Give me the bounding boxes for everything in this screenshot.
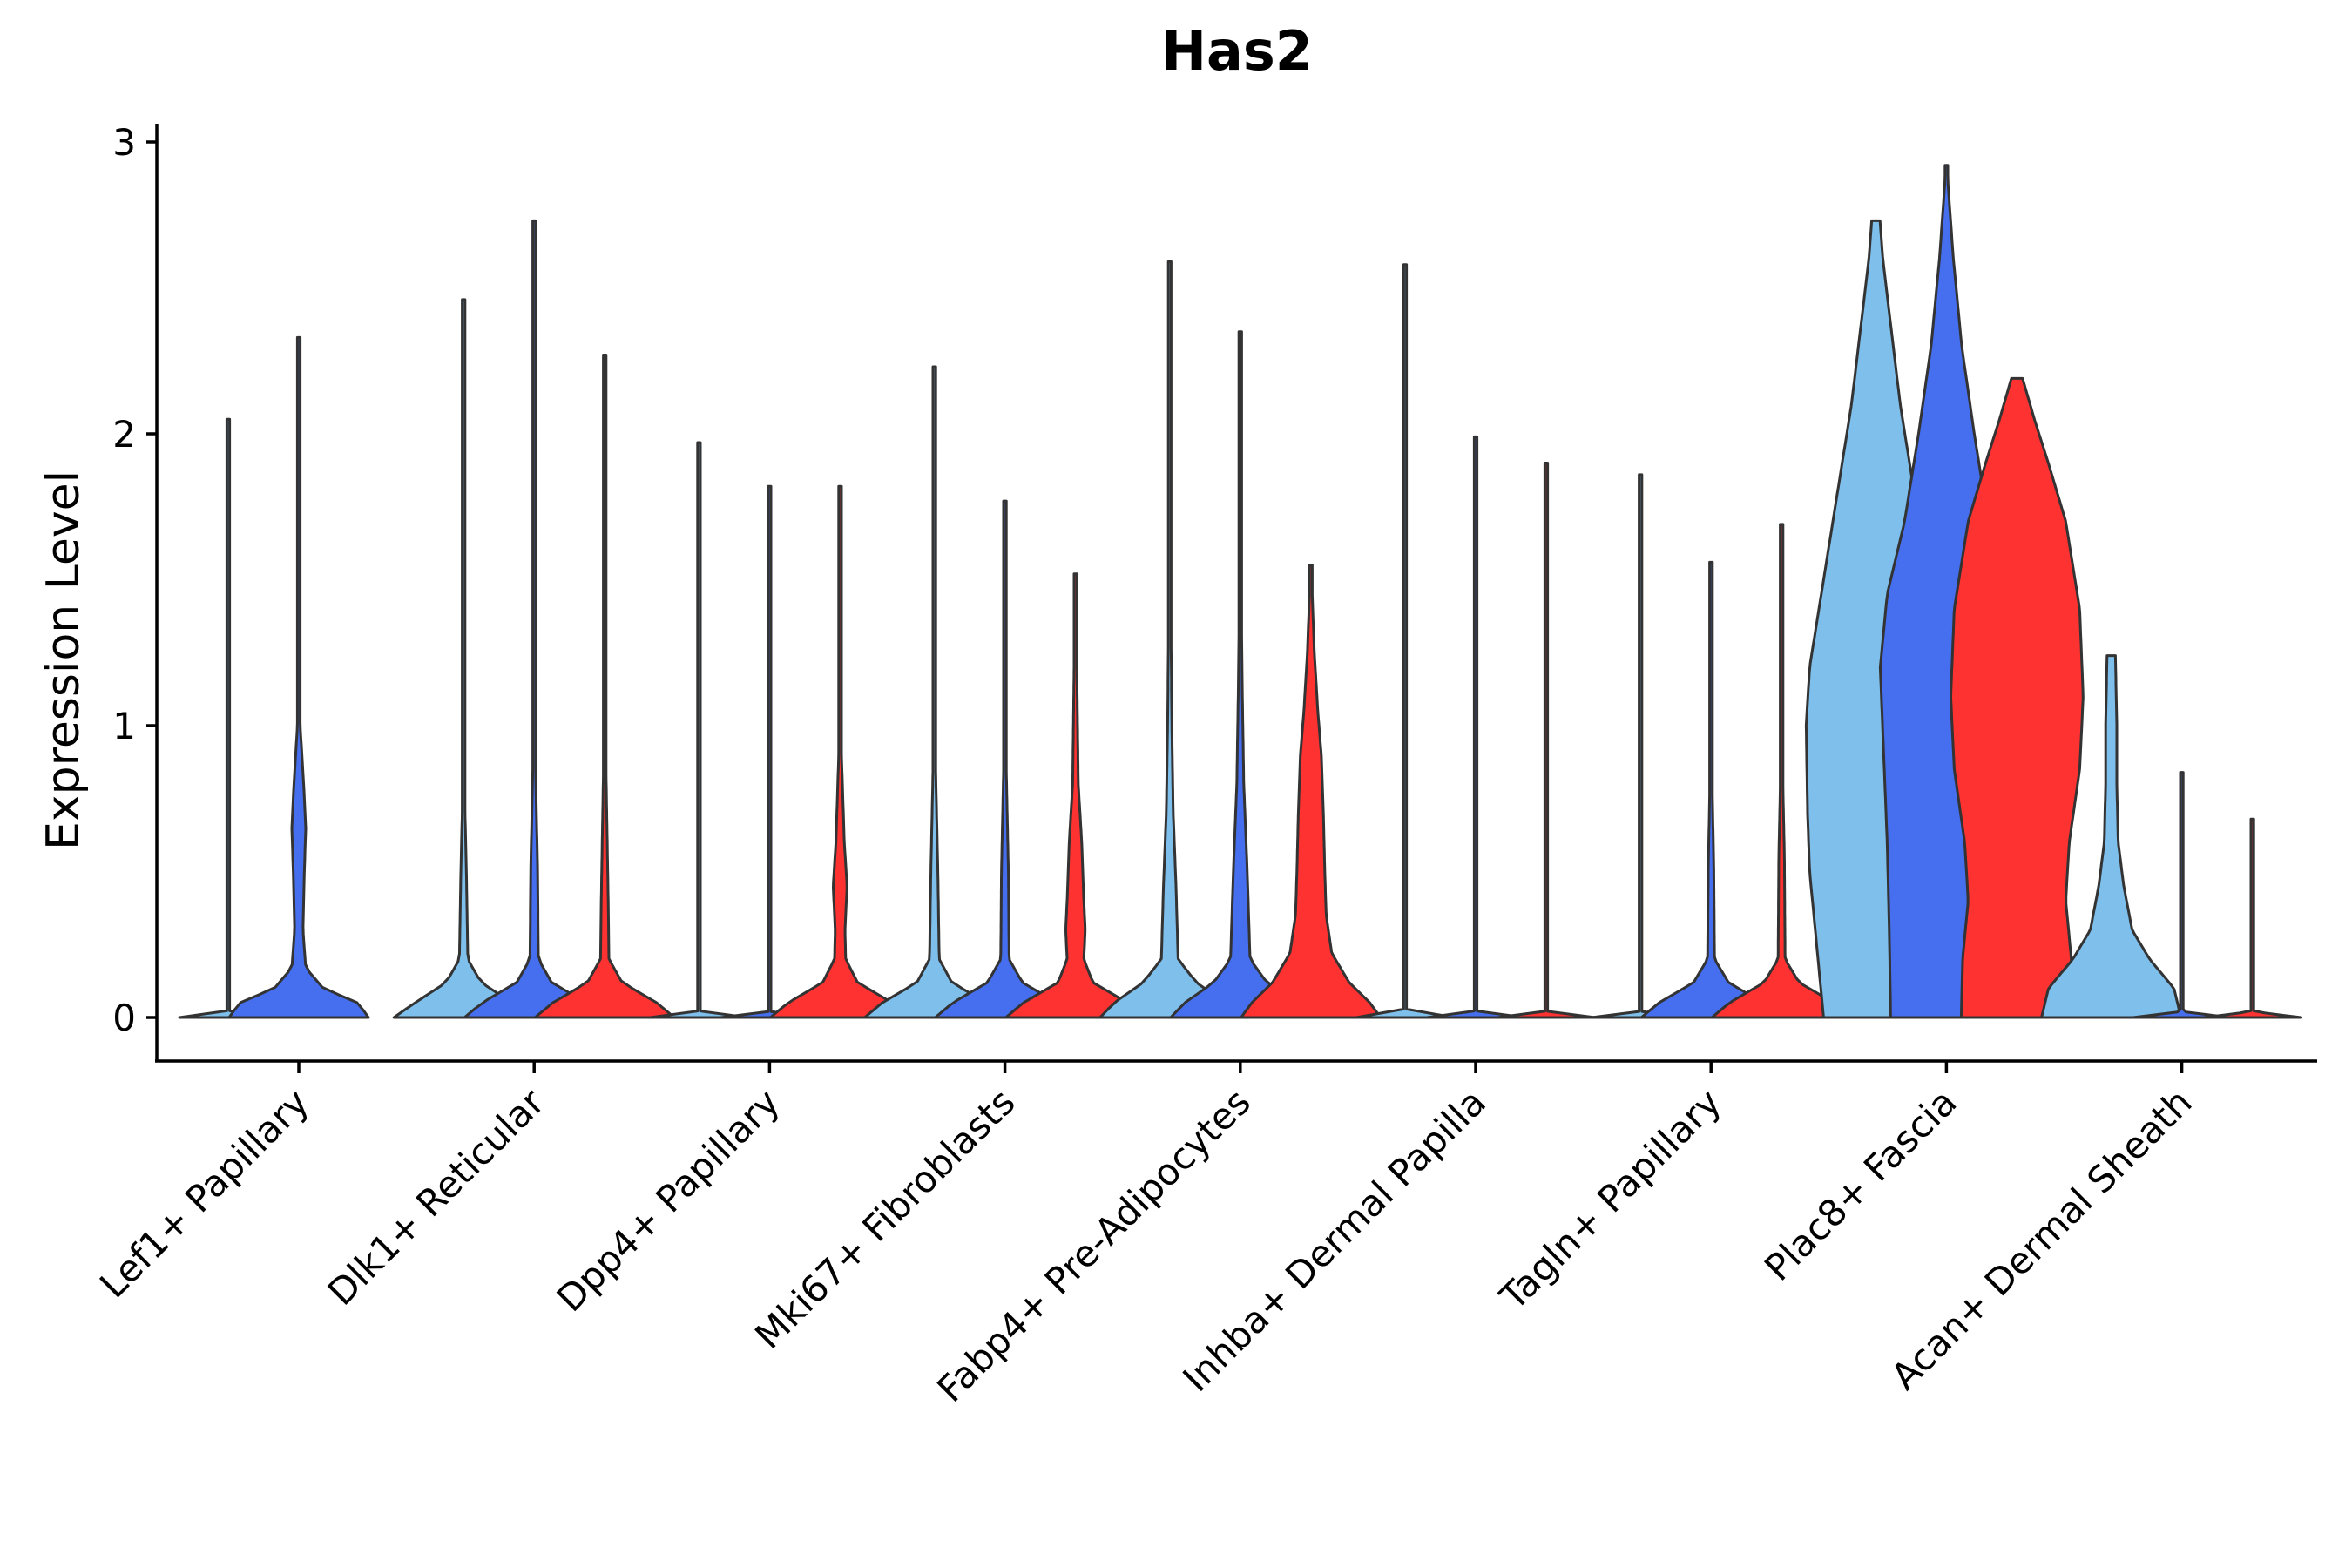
x-tick-label: Plac8+ Fascia: [1756, 1080, 1964, 1288]
violin-medium: [2132, 771, 2233, 1019]
violin-medium: [1425, 435, 1526, 1019]
violin-medium: [463, 219, 605, 1019]
violin-light: [178, 417, 279, 1019]
x-tick-label: Dlk1+ Reticular: [320, 1080, 553, 1314]
violin-light: [2040, 654, 2183, 1019]
violin-medium: [1169, 330, 1312, 1019]
violin-red: [1240, 564, 1382, 1019]
violin-medium: [934, 499, 1077, 1019]
violin-red: [1004, 572, 1147, 1019]
violin-light: [863, 365, 1006, 1019]
x-tick-label: Lef1+ Papillary: [91, 1080, 317, 1306]
chart-title: Has2: [1161, 19, 1313, 83]
violin-red: [2202, 817, 2303, 1019]
violin-medium: [719, 484, 820, 1019]
violin-red: [768, 484, 911, 1019]
violin-light: [392, 298, 535, 1019]
violin-light: [1590, 473, 1691, 1019]
violin-red: [1496, 462, 1597, 1019]
y-tick-label: 2: [112, 413, 136, 456]
y-axis-label: Expression Level: [37, 470, 90, 850]
violin-light: [1355, 263, 1456, 1019]
y-tick-label: 1: [112, 705, 136, 747]
x-tick-label: Mki67+ Fibroblasts: [747, 1080, 1023, 1356]
y-axis-ticks: 0 1 2 3: [112, 121, 157, 1039]
x-tick-label: Dpp4+ Papillary: [549, 1080, 788, 1320]
violin-light: [1098, 260, 1241, 1019]
violin-medium: [227, 335, 370, 1019]
x-tick-label: Tagln+ Papillary: [1491, 1080, 1729, 1318]
violin-medium: [1639, 560, 1782, 1019]
violin-light: [648, 441, 749, 1019]
y-tick-label: 3: [112, 121, 136, 164]
y-tick-label: 0: [112, 997, 136, 1039]
violin-layer: [178, 164, 2303, 1019]
violin-red: [1710, 523, 1853, 1019]
violin-red: [533, 354, 676, 1019]
violin-red: [1950, 376, 2085, 1019]
